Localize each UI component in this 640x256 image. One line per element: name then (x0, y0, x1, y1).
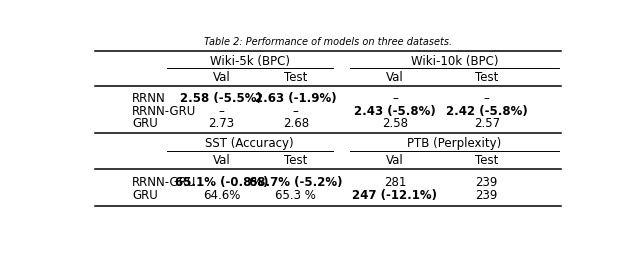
Text: RRNN-GRU: RRNN-GRU (132, 176, 196, 189)
Text: –: – (293, 105, 299, 118)
Text: 2.42 (-5.8%): 2.42 (-5.8%) (446, 105, 527, 118)
Text: RRNN-GRU: RRNN-GRU (132, 105, 196, 118)
Text: 281: 281 (384, 176, 406, 189)
Text: 239: 239 (476, 176, 498, 189)
Text: Test: Test (284, 154, 307, 167)
Text: 2.73: 2.73 (208, 117, 234, 130)
Text: 65.1% (-0.8%): 65.1% (-0.8%) (175, 176, 268, 189)
Text: RRNN: RRNN (132, 92, 166, 105)
Text: GRU: GRU (132, 189, 158, 202)
Text: Test: Test (475, 71, 499, 84)
Text: Val: Val (212, 154, 230, 167)
Text: –: – (484, 92, 490, 105)
Text: –: – (392, 92, 398, 105)
Text: Test: Test (284, 71, 307, 84)
Text: 2.57: 2.57 (474, 117, 500, 130)
Text: 65.3 %: 65.3 % (275, 189, 316, 202)
Text: 2.63 (-1.9%): 2.63 (-1.9%) (255, 92, 337, 105)
Text: Wiki-10k (BPC): Wiki-10k (BPC) (411, 55, 498, 68)
Text: Val: Val (386, 71, 404, 84)
Text: 247 (-12.1%): 247 (-12.1%) (353, 189, 438, 202)
Text: 68.7% (-5.2%): 68.7% (-5.2%) (249, 176, 342, 189)
Text: 2.58 (-5.5%): 2.58 (-5.5%) (180, 92, 262, 105)
Text: Table 2: Performance of models on three datasets.: Table 2: Performance of models on three … (204, 37, 452, 47)
Text: 239: 239 (476, 189, 498, 202)
Text: 64.6%: 64.6% (203, 189, 240, 202)
Text: –: – (218, 105, 224, 118)
Text: 2.58: 2.58 (382, 117, 408, 130)
Text: PTB (Perplexity): PTB (Perplexity) (407, 137, 502, 150)
Text: Val: Val (212, 71, 230, 84)
Text: Val: Val (386, 154, 404, 167)
Text: SST (Accuracy): SST (Accuracy) (205, 137, 294, 150)
Text: Wiki-5k (BPC): Wiki-5k (BPC) (210, 55, 290, 68)
Text: 2.68: 2.68 (283, 117, 309, 130)
Text: GRU: GRU (132, 117, 158, 130)
Text: Test: Test (475, 154, 499, 167)
Text: 2.43 (-5.8%): 2.43 (-5.8%) (354, 105, 436, 118)
